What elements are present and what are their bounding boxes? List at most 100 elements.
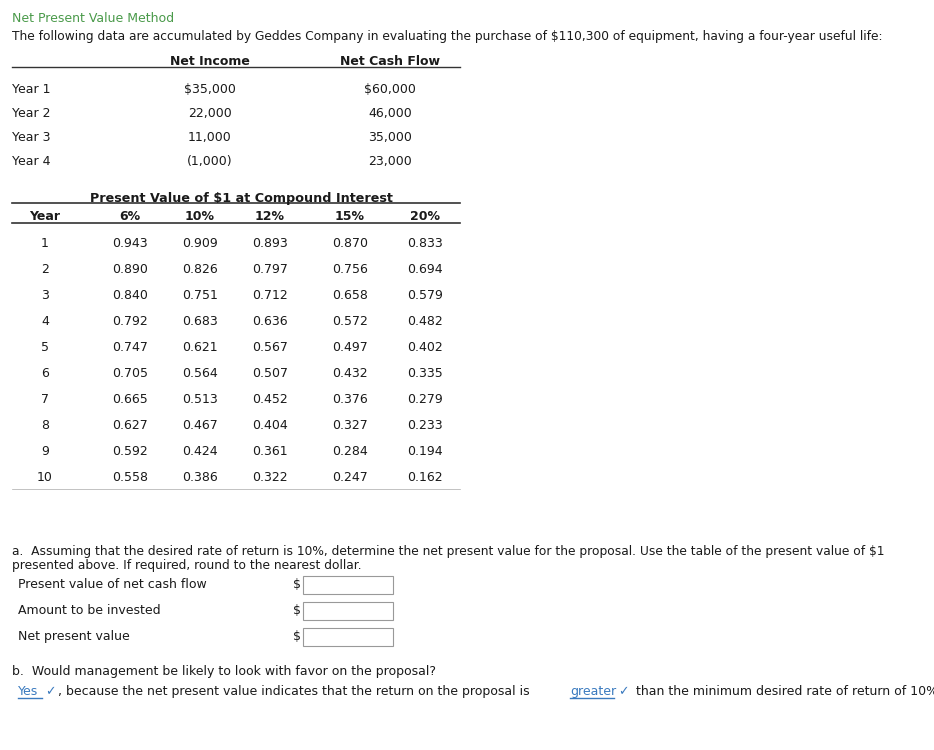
Text: $35,000: $35,000 [184,83,236,96]
Text: 0.361: 0.361 [252,445,288,458]
Text: greater: greater [570,685,616,698]
Text: Year: Year [30,210,61,223]
FancyBboxPatch shape [303,602,393,620]
Text: presented above. If required, round to the nearest dollar.: presented above. If required, round to t… [12,559,361,572]
Text: 0.792: 0.792 [112,315,148,328]
Text: 0.402: 0.402 [407,341,443,354]
Text: 0.404: 0.404 [252,419,288,432]
Text: 0.322: 0.322 [252,471,288,484]
Text: 0.507: 0.507 [252,367,288,380]
Text: 0.247: 0.247 [333,471,368,484]
Text: 0.497: 0.497 [333,341,368,354]
Text: 0.579: 0.579 [407,289,443,302]
Text: Year 3: Year 3 [12,131,50,144]
Text: Net Present Value Method: Net Present Value Method [12,12,174,25]
Text: 0.636: 0.636 [252,315,288,328]
Text: 0.826: 0.826 [182,263,218,276]
Text: 0.386: 0.386 [182,471,218,484]
Text: 10: 10 [37,471,53,484]
Text: 0.840: 0.840 [112,289,148,302]
Text: 11,000: 11,000 [188,131,232,144]
Text: 23,000: 23,000 [368,155,412,168]
Text: 0.751: 0.751 [182,289,218,302]
Text: 0.572: 0.572 [333,315,368,328]
Text: 0.621: 0.621 [182,341,218,354]
Text: 0.233: 0.233 [407,419,443,432]
Text: 8: 8 [41,419,49,432]
FancyBboxPatch shape [303,628,393,646]
Text: 0.909: 0.909 [182,237,218,250]
Text: 1: 1 [41,237,49,250]
Text: 0.943: 0.943 [112,237,148,250]
Text: $60,000: $60,000 [364,83,416,96]
Text: 0.592: 0.592 [112,445,148,458]
Text: 0.747: 0.747 [112,341,148,354]
Text: 0.665: 0.665 [112,393,148,406]
Text: Net Income: Net Income [170,55,250,68]
Text: 6: 6 [41,367,49,380]
Text: 0.893: 0.893 [252,237,288,250]
Text: 22,000: 22,000 [188,107,232,120]
Text: 0.567: 0.567 [252,341,288,354]
Text: 0.658: 0.658 [333,289,368,302]
Text: Year 2: Year 2 [12,107,50,120]
Text: 0.683: 0.683 [182,315,218,328]
Text: 15%: 15% [335,210,365,223]
Text: 0.513: 0.513 [182,393,218,406]
FancyBboxPatch shape [303,576,393,594]
Text: 0.279: 0.279 [407,393,443,406]
Text: , because the net present value indicates that the return on the proposal is: , because the net present value indicate… [58,685,533,698]
Text: 0.558: 0.558 [112,471,148,484]
Text: 0.712: 0.712 [252,289,288,302]
Text: Yes: Yes [18,685,38,698]
Text: Net Cash Flow: Net Cash Flow [340,55,440,68]
Text: 7: 7 [41,393,49,406]
Text: $: $ [293,630,301,643]
Text: 12%: 12% [255,210,285,223]
Text: 0.335: 0.335 [407,367,443,380]
Text: Year 4: Year 4 [12,155,50,168]
Text: 0.467: 0.467 [182,419,218,432]
Text: 46,000: 46,000 [368,107,412,120]
Text: 0.327: 0.327 [333,419,368,432]
Text: 9: 9 [41,445,49,458]
Text: 0.797: 0.797 [252,263,288,276]
Text: b.  Would management be likely to look with favor on the proposal?: b. Would management be likely to look wi… [12,665,436,678]
Text: 0.627: 0.627 [112,419,148,432]
Text: 5: 5 [41,341,49,354]
Text: 0.424: 0.424 [182,445,218,458]
Text: 10%: 10% [185,210,215,223]
Text: 0.376: 0.376 [333,393,368,406]
Text: Net present value: Net present value [18,630,130,643]
Text: $: $ [293,604,301,617]
Text: 35,000: 35,000 [368,131,412,144]
Text: The following data are accumulated by Geddes Company in evaluating the purchase : The following data are accumulated by Ge… [12,30,883,43]
Text: 0.870: 0.870 [332,237,368,250]
Text: 0.756: 0.756 [333,263,368,276]
Text: 2: 2 [41,263,49,276]
Text: 0.890: 0.890 [112,263,148,276]
Text: Present Value of $1 at Compound Interest: Present Value of $1 at Compound Interest [90,192,393,205]
Text: 0.284: 0.284 [333,445,368,458]
Text: 0.452: 0.452 [252,393,288,406]
Text: 0.833: 0.833 [407,237,443,250]
Text: 0.694: 0.694 [407,263,443,276]
Text: Amount to be invested: Amount to be invested [18,604,161,617]
Text: (1,000): (1,000) [187,155,233,168]
Text: ✓: ✓ [42,685,56,698]
Text: 0.162: 0.162 [407,471,443,484]
Text: 20%: 20% [410,210,440,223]
Text: 4: 4 [41,315,49,328]
Text: 0.432: 0.432 [333,367,368,380]
Text: Present value of net cash flow: Present value of net cash flow [18,578,206,591]
Text: than the minimum desired rate of return of 10%.: than the minimum desired rate of return … [632,685,934,698]
Text: 0.705: 0.705 [112,367,148,380]
Text: 0.482: 0.482 [407,315,443,328]
Text: a.  Assuming that the desired rate of return is 10%, determine the net present v: a. Assuming that the desired rate of ret… [12,545,884,558]
Text: Year 1: Year 1 [12,83,50,96]
Text: ✓: ✓ [615,685,630,698]
Text: 0.564: 0.564 [182,367,218,380]
Text: 0.194: 0.194 [407,445,443,458]
Text: 3: 3 [41,289,49,302]
Text: 6%: 6% [120,210,140,223]
